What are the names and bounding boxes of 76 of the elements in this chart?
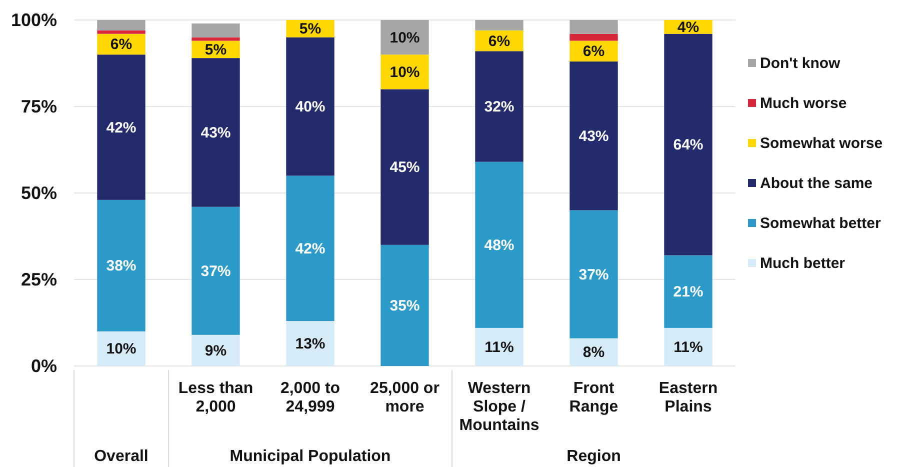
data-label: 5% [204, 40, 227, 58]
data-label: 4% [677, 18, 700, 36]
bar [380, 54, 429, 90]
data-label: 37% [200, 262, 231, 280]
legend-label: About the same [760, 174, 873, 192]
y-tick-label: 100% [10, 10, 57, 30]
x-tick-label: Eastern Plains [658, 380, 718, 416]
data-label: 38% [106, 257, 136, 274]
data-label: 13% [295, 335, 326, 352]
data-label: 10% [390, 63, 420, 80]
data-label: 43% [200, 124, 231, 141]
data-label: 21% [673, 283, 704, 300]
y-tick-label: 0% [30, 356, 57, 376]
bar [475, 162, 524, 328]
data-label: 6% [582, 42, 605, 60]
bar [192, 334, 240, 366]
bar [570, 34, 618, 41]
data-label: 5% [299, 20, 322, 38]
bar [97, 30, 146, 34]
data-label: 9% [204, 342, 227, 359]
bar [192, 206, 240, 335]
data-label: 35% [390, 296, 420, 314]
text: Municipal Population [230, 448, 391, 465]
data-label: 48% [484, 236, 514, 254]
data-label: 40% [295, 98, 326, 115]
legend-label: Much worse [760, 94, 847, 112]
data-label: 45% [390, 158, 420, 176]
bar [664, 34, 712, 256]
data-label: 64% [673, 136, 704, 154]
bar [380, 89, 429, 245]
bar [286, 37, 334, 176]
bar [475, 20, 524, 30]
bar [97, 54, 146, 200]
data-label: 37% [578, 266, 609, 283]
data-label: 10% [106, 340, 136, 358]
bar [570, 20, 618, 34]
bar [192, 37, 240, 41]
data-label: 42% [295, 240, 326, 257]
bar [97, 331, 146, 366]
bar [664, 255, 712, 328]
data-label: 6% [110, 36, 132, 53]
legend-label: Don't know [760, 54, 841, 72]
data-label: 32% [484, 98, 514, 115]
bar [475, 51, 524, 162]
bar [97, 200, 146, 332]
bar [570, 62, 618, 210]
data-label: 8% [582, 344, 605, 361]
legend-label: Somewhat better [760, 214, 882, 232]
x-tick-label: 25,000 or more [370, 380, 440, 416]
bar [192, 23, 240, 38]
legend-label: Somewhat worse [760, 134, 883, 152]
text: Overall [94, 448, 148, 465]
x-tick-label: 2,000 to 24,999 [280, 380, 340, 416]
y-tick-label: 50% [20, 183, 57, 203]
data-label: 11% [674, 338, 703, 356]
bar [97, 20, 146, 30]
bar [570, 210, 618, 338]
bar [286, 321, 334, 366]
bar [380, 20, 429, 55]
y-tick-label: 25% [20, 270, 57, 290]
legend-label: Much better [760, 254, 846, 272]
x-tick-label: Less than 2,000 [178, 380, 254, 416]
data-label: 10% [390, 28, 420, 46]
y-tick-label: 75% [20, 96, 57, 116]
text: Region [566, 448, 621, 465]
data-label: 6% [488, 32, 510, 50]
bar [286, 176, 334, 322]
bar [380, 244, 429, 366]
bar [192, 58, 240, 207]
data-label: 11% [484, 338, 514, 356]
bar [475, 328, 524, 366]
data-label: 43% [578, 127, 609, 144]
x-tick-label: Western Slope / Mountains [459, 380, 540, 434]
bar [664, 328, 712, 366]
data-label: 42% [106, 118, 136, 136]
x-tick-label: Front Range [569, 380, 618, 416]
